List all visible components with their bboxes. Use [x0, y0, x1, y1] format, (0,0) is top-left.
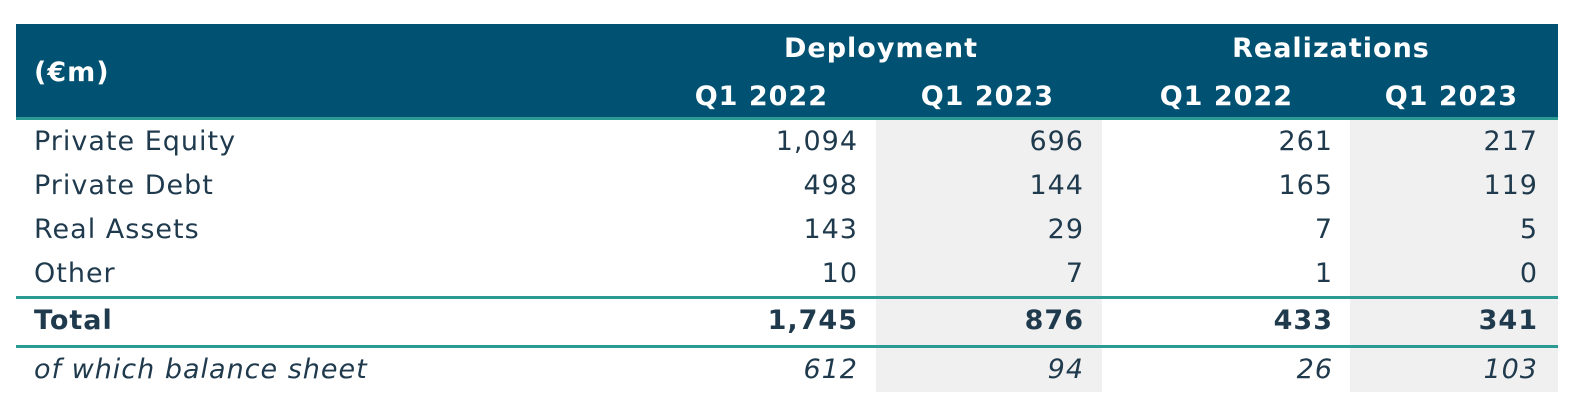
unit-label: (€m) — [34, 57, 110, 88]
cell: 696 — [1029, 126, 1084, 157]
balance-sheet-cell: 26 — [1296, 354, 1333, 385]
group-deployment: Deployment — [783, 33, 979, 64]
table-header: (€m) Deployment Realizations Q1 2022 Q1 … — [16, 24, 1558, 117]
cell: 217 — [1483, 126, 1538, 157]
row-label: Other — [34, 258, 116, 289]
period-realizations-q1-2022: Q1 2022 — [1159, 81, 1293, 112]
balance-sheet-cell: 612 — [803, 354, 858, 385]
balance-sheet-label: of which balance sheet — [34, 354, 368, 385]
balance-sheet-row: of which balance sheet 612 94 26 103 — [16, 348, 1558, 392]
total-cell: 876 — [1024, 305, 1084, 336]
table-row: Private Equity 1,094 696 261 217 — [16, 120, 1558, 164]
total-label: Total — [34, 305, 113, 336]
period-realizations-q1-2023: Q1 2023 — [1384, 81, 1518, 112]
cell: 144 — [1029, 170, 1084, 201]
row-label: Private Equity — [34, 126, 237, 157]
cell: 1 — [1314, 258, 1333, 289]
cell: 7 — [1314, 214, 1333, 245]
row-label: Real Assets — [34, 214, 200, 245]
balance-sheet-cell: 103 — [1483, 354, 1538, 385]
cell: 261 — [1278, 126, 1333, 157]
table-row: Real Assets 143 29 7 5 — [16, 208, 1558, 252]
total-cell: 1,745 — [767, 305, 858, 336]
cell: 0 — [1519, 258, 1538, 289]
cell: 29 — [1047, 214, 1084, 245]
total-cell: 341 — [1478, 305, 1538, 336]
group-realizations: Realizations — [1232, 33, 1430, 64]
cell: 165 — [1278, 170, 1333, 201]
cell: 5 — [1519, 214, 1538, 245]
cell: 10 — [821, 258, 858, 289]
period-deployment-q1-2023: Q1 2023 — [920, 81, 1054, 112]
total-top-rule — [16, 296, 1558, 299]
table-row: Private Debt 498 144 165 119 — [16, 164, 1558, 208]
balance-sheet-cell: 94 — [1047, 354, 1084, 385]
total-bottom-rule — [16, 345, 1558, 348]
period-deployment-q1-2022: Q1 2022 — [694, 81, 828, 112]
deployment-realizations-table: (€m) Deployment Realizations Q1 2022 Q1 … — [16, 24, 1558, 392]
cell: 498 — [803, 170, 858, 201]
header-rule — [16, 117, 1558, 120]
total-cell: 433 — [1273, 305, 1333, 336]
row-label: Private Debt — [34, 170, 214, 201]
table-row: Other 10 7 1 0 — [16, 252, 1558, 296]
cell: 7 — [1065, 258, 1084, 289]
cell: 1,094 — [775, 126, 858, 157]
table-body: Private Equity 1,094 696 261 217 Private… — [16, 120, 1558, 392]
total-row: Total 1,745 876 433 341 — [16, 299, 1558, 345]
cell: 119 — [1483, 170, 1538, 201]
cell: 143 — [803, 214, 858, 245]
